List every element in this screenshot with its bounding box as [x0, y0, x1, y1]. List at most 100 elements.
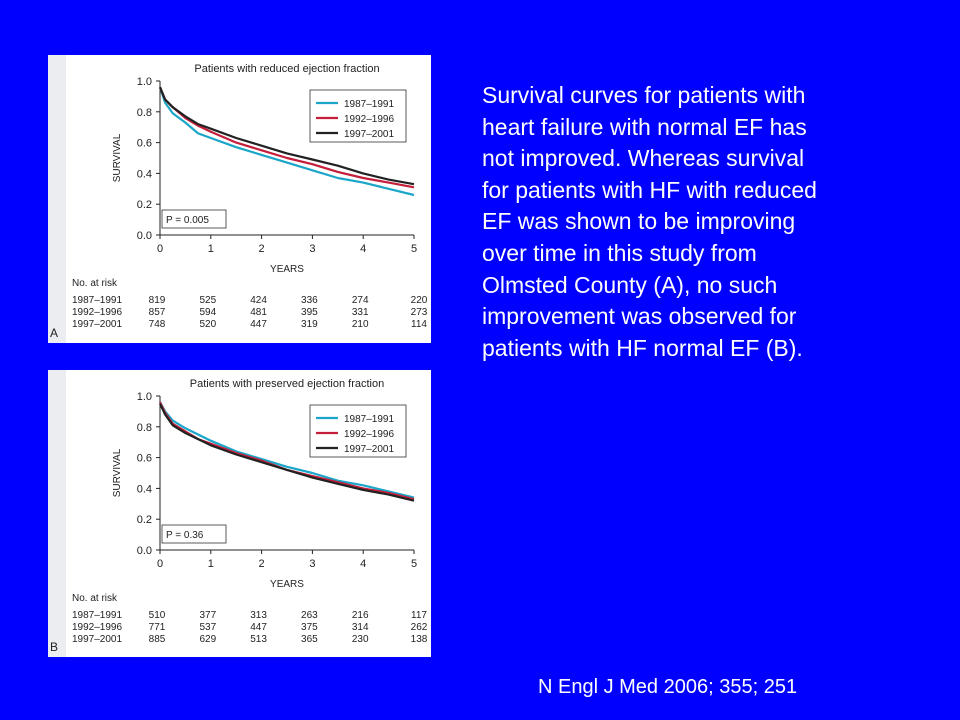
y-tick-label: 0.2: [137, 514, 152, 526]
citation: N Engl J Med 2006; 355; 251: [538, 676, 798, 698]
x-tick-label: 0: [157, 558, 163, 570]
x-tick-label: 4: [360, 558, 366, 570]
chart-title: Patients with preserved ejection fractio…: [190, 378, 384, 390]
legend-label: 1997–2001: [344, 444, 394, 455]
x-tick-label: 3: [309, 243, 315, 255]
y-tick-label: 0.4: [137, 168, 152, 180]
y-tick-label: 1.0: [137, 391, 152, 403]
at-risk-row-label: 1997–2001: [72, 319, 122, 330]
at-risk-label: No. at risk: [72, 593, 118, 604]
at-risk-value: 819: [149, 295, 166, 306]
at-risk-value: 274: [352, 295, 369, 306]
at-risk-value: 525: [199, 295, 216, 306]
at-risk-value: 377: [199, 610, 216, 621]
legend-label: 1997–2001: [344, 129, 394, 140]
at-risk-value: 481: [250, 307, 267, 318]
at-risk-value: 447: [250, 319, 267, 330]
at-risk-value: 857: [149, 307, 166, 318]
y-axis-label: SURVIVAL: [112, 133, 123, 182]
x-axis-label: YEARS: [270, 264, 304, 275]
y-tick-label: 0.6: [137, 138, 152, 150]
chart-panel-a: Patients with reduced ejection fraction 0…: [48, 55, 431, 343]
survival-chart-a: Patients with reduced ejection fraction 0…: [48, 55, 428, 343]
at-risk-value: 424: [250, 295, 267, 306]
x-tick-label: 1: [208, 243, 214, 255]
description-text: Survival curves for patients with heart …: [482, 80, 902, 364]
y-tick-label: 0.4: [137, 483, 152, 495]
at-risk-value: 114: [411, 319, 427, 330]
description-line: not improved. Whereas survival: [482, 145, 805, 172]
at-risk-row-label: 1987–1991: [72, 295, 122, 306]
at-risk-value: 230: [352, 634, 369, 645]
panel-letter: B: [50, 640, 58, 654]
at-risk-row-label: 1992–1996: [72, 622, 122, 633]
description-line: over time in this study from: [482, 239, 757, 266]
at-risk-row-label: 1987–1991: [72, 610, 122, 621]
chart-panel-b: Patients with preserved ejection fractio…: [48, 370, 431, 657]
panel-letter: A: [50, 326, 58, 340]
at-risk-value: 537: [199, 622, 216, 633]
at-risk-row-label: 1997–2001: [72, 634, 122, 645]
at-risk-label: No. at risk: [72, 278, 118, 289]
p-value-annotation: P = 0.005: [166, 215, 209, 226]
y-tick-label: 0.6: [137, 453, 152, 465]
at-risk-value: 594: [199, 307, 216, 318]
description-line: for patients with HF with reduced: [482, 176, 817, 203]
at-risk-value: 313: [250, 610, 267, 621]
at-risk-value: 336: [301, 295, 318, 306]
x-tick-label: 4: [360, 243, 366, 255]
series-line: [159, 401, 415, 501]
x-tick-label: 2: [259, 243, 265, 255]
x-tick-label: 2: [259, 558, 265, 570]
left-strip: [48, 55, 66, 343]
x-tick-label: 3: [309, 558, 315, 570]
y-tick-label: 0.8: [137, 422, 152, 434]
at-risk-value: 314: [352, 622, 369, 633]
x-tick-label: 0: [157, 243, 163, 255]
x-axis-label: YEARS: [270, 579, 304, 590]
left-strip: [48, 370, 66, 657]
y-tick-label: 0.0: [137, 545, 152, 557]
series-line: [159, 401, 415, 499]
at-risk-value: 447: [250, 622, 267, 633]
at-risk-value: 395: [301, 307, 318, 318]
p-value-box: [161, 524, 227, 544]
at-risk-value: 331: [352, 307, 369, 318]
description-line: Olmsted County (A), no such: [482, 271, 778, 298]
x-tick-label: 5: [411, 558, 417, 570]
at-risk-value: 319: [301, 319, 318, 330]
at-risk-value: 263: [301, 610, 318, 621]
at-risk-value: 520: [199, 319, 216, 330]
legend-label: 1987–1991: [344, 99, 394, 110]
y-tick-label: 0.0: [137, 230, 152, 242]
at-risk-value: 138: [411, 634, 428, 645]
at-risk-value: 210: [352, 319, 369, 330]
at-risk-value: 220: [411, 295, 428, 306]
survival-chart-b: Patients with preserved ejection fractio…: [48, 370, 428, 657]
at-risk-value: 513: [250, 634, 267, 645]
legend-label: 1992–1996: [344, 114, 394, 125]
series-line: [158, 86, 415, 186]
description-line: patients with HF normal EF (B).: [482, 334, 803, 361]
series-line: [159, 403, 415, 502]
at-risk-value: 375: [301, 622, 318, 633]
legend-label: 1992–1996: [344, 429, 394, 440]
chart-title: Patients with reduced ejection fraction: [194, 63, 379, 75]
at-risk-value: 365: [301, 634, 318, 645]
at-risk-value: 262: [411, 622, 428, 633]
p-value-box: [161, 209, 227, 229]
at-risk-value: 771: [149, 622, 166, 633]
y-tick-label: 1.0: [137, 76, 152, 88]
at-risk-value: 216: [352, 610, 369, 621]
at-risk-row-label: 1992–1996: [72, 307, 122, 318]
y-tick-label: 0.2: [137, 199, 152, 211]
description-line: heart failure with normal EF has: [482, 113, 807, 140]
description-line: EF was shown to be improving: [482, 208, 796, 235]
at-risk-value: 629: [199, 634, 216, 645]
p-value-annotation: P = 0.36: [166, 530, 204, 541]
legend-label: 1987–1991: [344, 414, 394, 425]
series-line: [158, 86, 415, 197]
at-risk-value: 117: [411, 610, 427, 621]
description-line: improvement was observed for: [482, 303, 797, 330]
y-axis-label: SURVIVAL: [112, 448, 123, 497]
